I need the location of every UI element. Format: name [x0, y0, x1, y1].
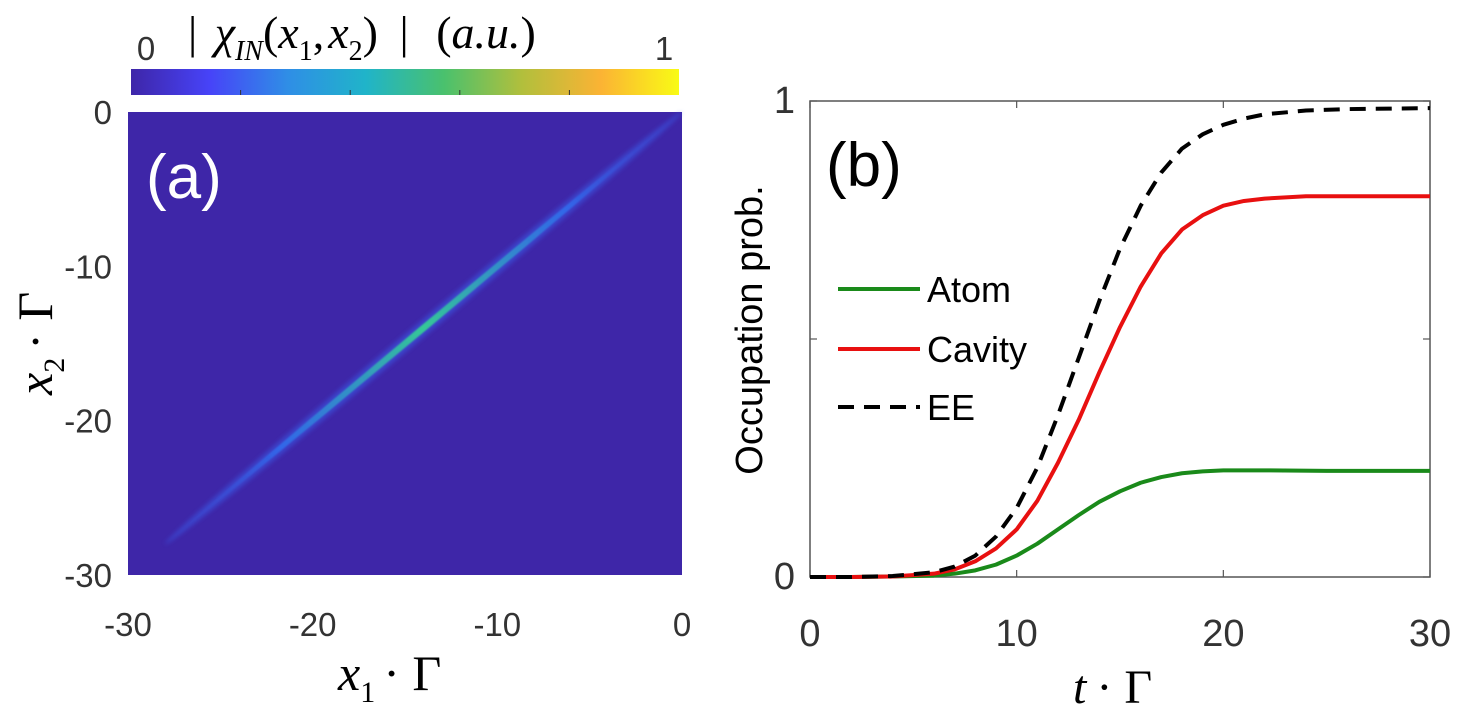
panel-b-series [810, 106, 1431, 579]
panel-a-label: (a) [146, 143, 222, 212]
panel-a-ylabel: x2· Γ [7, 292, 71, 396]
heatmap-ridge [164, 111, 683, 545]
panel-b-ytick-label: 1 [774, 80, 795, 122]
panel-b-y-ticks: 01 [774, 80, 795, 598]
svg-text:| χIN(x1,x2) |: | χIN(x1,x2) | (a.u.) [188, 7, 536, 67]
panel-b-xtick-label: 10 [996, 613, 1038, 655]
panel-b-ytick-label: 0 [774, 556, 795, 598]
svg-text:t· Γ: t · Γ [1073, 661, 1152, 710]
panel-b-tick-marks [809, 100, 1431, 578]
colorbar-title: | χIN(x1,x2) | (a.u.) [188, 7, 536, 67]
panel-a-xtick-label: -10 [473, 606, 521, 643]
panel-a-ytick-label: -20 [64, 403, 112, 440]
colorbar-ticks [240, 90, 570, 95]
panel-b-legend: Atom Cavity EE [838, 269, 1027, 428]
panel-b-x-ticks: 0 10 20 30 [799, 613, 1451, 655]
panel-b-xtick-label: 0 [799, 613, 820, 655]
svg-text:x2· Γ: x2· Γ [7, 292, 71, 396]
panel-b-axes-box [809, 100, 1431, 578]
ridge-core [185, 129, 662, 527]
legend-label-ee: EE [927, 387, 975, 428]
panel-a-xtick-label: -20 [289, 606, 337, 643]
panel-a-ytick-label: 0 [94, 94, 112, 131]
panel-a-x-ticks: -30 -20 -10 0 [104, 606, 691, 643]
series-line-ee [810, 106, 1431, 579]
panel-a-xlabel: x1 · Γ [337, 645, 441, 709]
panel-a-xtick-label: -30 [104, 606, 152, 643]
panel-a-ytick-label: -10 [64, 248, 112, 285]
panel-a-ytick-label: -30 [64, 557, 112, 594]
panel-a-y-ticks: 0 -10 -20 -30 [64, 94, 112, 594]
panel-b-ylabel: Occupation prob. [729, 185, 771, 474]
panel-b-xtick-label: 30 [1409, 613, 1451, 655]
panel-a-xtick-label: 0 [673, 606, 691, 643]
series-line-cavity [810, 194, 1430, 579]
colorbar-min-label: 0 [137, 30, 155, 67]
legend-label-atom: Atom [927, 269, 1011, 310]
panel-b-xlabel: t · Γ [1073, 661, 1152, 710]
colorbar [131, 69, 679, 95]
panel-b-xtick-label: 20 [1202, 613, 1244, 655]
series-line-atom [810, 468, 1430, 579]
panel-b-label: (b) [826, 131, 902, 200]
legend-label-cavity: Cavity [927, 329, 1027, 370]
panel-a: 0 1 | χIN(x1,x2) | (a.u.) (a) 0-10-20-30… [7, 7, 691, 709]
colorbar-max-label: 1 [655, 30, 673, 67]
svg-text:x1· Γ: x1 · Γ [337, 645, 441, 709]
